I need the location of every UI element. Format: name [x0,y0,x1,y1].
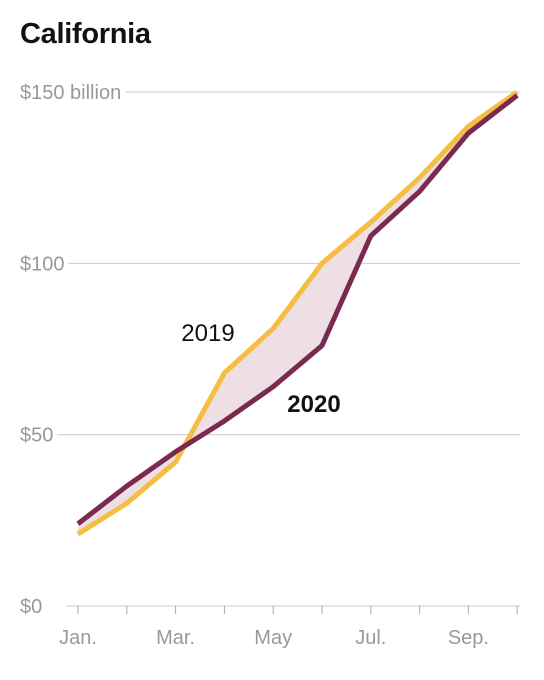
series-line-2019 [76,89,519,537]
y-tick-label: $50 [20,425,53,447]
chart-title: California [20,18,151,50]
gap-shading-area [78,92,518,535]
series-label-2020: 2020 [287,391,340,418]
y-tick-label: $150 billion [20,82,121,104]
gridlines [57,91,520,436]
x-tick-label: Sep. [448,627,489,649]
x-tick-label: Jul. [355,627,386,649]
y-tick-label: $100 [20,253,65,275]
gap-shading [78,92,518,535]
y-tick-labels: $0 $50 $100 $150 billion [20,82,121,618]
x-axis: Jan. Mar. May Jul. Sep. [59,605,520,649]
series-line-2020 [76,93,519,526]
y-tick-label: $0 [20,596,42,618]
series-label-2019: 2019 [181,320,234,347]
series-lines [76,89,519,537]
x-tick-label: May [254,627,292,649]
x-tick-label: Jan. [59,627,97,649]
x-tick-label: Mar. [156,627,195,649]
series-labels: 2019 2020 [181,320,340,418]
